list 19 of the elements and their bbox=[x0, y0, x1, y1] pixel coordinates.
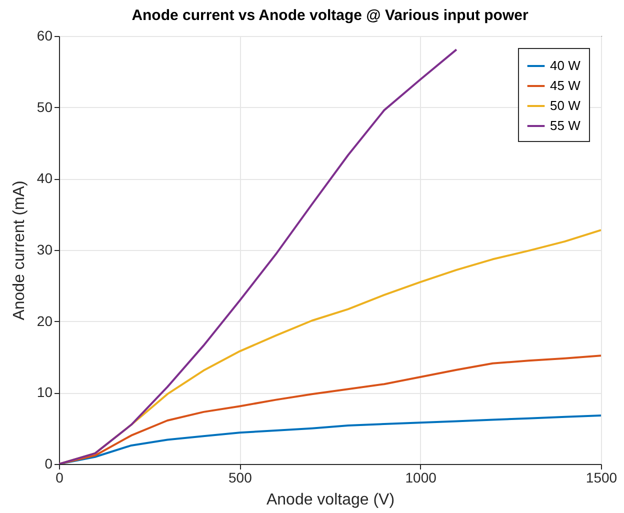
x-tick-label: 1500 bbox=[586, 470, 618, 486]
y-tick-label: 10 bbox=[36, 384, 53, 400]
y-tick-label: 40 bbox=[36, 170, 53, 186]
x-axis-title: Anode voltage (V) bbox=[266, 492, 395, 508]
legend-label: 45 W bbox=[550, 78, 582, 93]
x-tick-label: 500 bbox=[228, 470, 252, 486]
chart-title: Anode current vs Anode voltage @ Various input power bbox=[132, 7, 528, 24]
y-tick-label: 20 bbox=[36, 312, 53, 329]
x-tick-label: 0 bbox=[56, 470, 64, 486]
y-axis-title: Anode current (mA) bbox=[10, 180, 28, 320]
y-tick-label: 0 bbox=[44, 456, 53, 472]
x-tick-label: 1000 bbox=[405, 470, 437, 486]
y-tick-label: 60 bbox=[36, 28, 53, 44]
y-tick-label: 50 bbox=[36, 98, 53, 115]
legend-label: 40 W bbox=[550, 58, 582, 73]
line-series bbox=[59, 48, 458, 464]
legend-label: 50 W bbox=[550, 98, 582, 113]
y-tick-label: 30 bbox=[36, 242, 53, 258]
legend-label: 55 W bbox=[550, 118, 582, 133]
